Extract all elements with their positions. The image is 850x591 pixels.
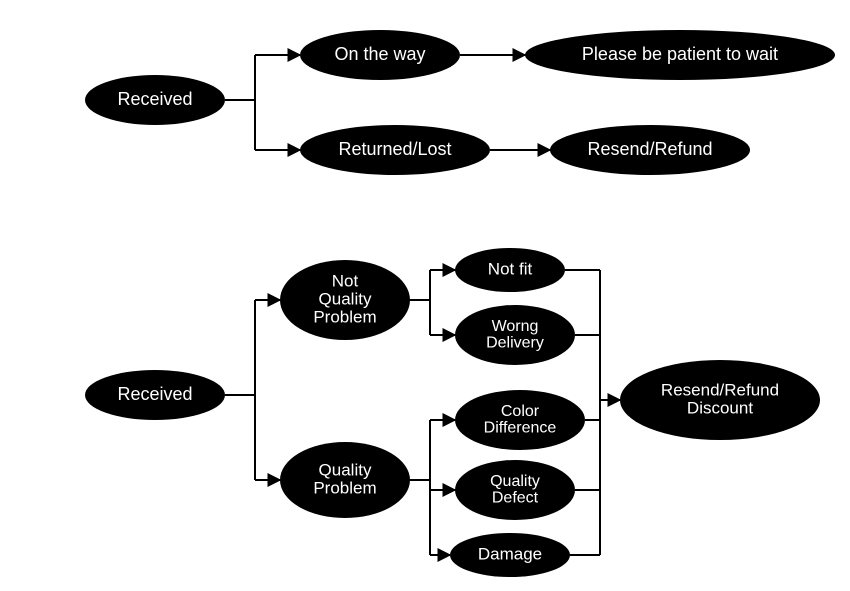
node-not_fit: Not fit <box>455 248 565 292</box>
node-label-color_diff: Color <box>501 403 540 420</box>
nodes-layer: Received On the way Please be patient to w… <box>85 30 835 577</box>
node-label-please_wait: Please be patient to wait <box>582 44 778 64</box>
node-please_wait: Please be patient to wait <box>525 30 835 80</box>
node-label-quality_defect: Quality <box>490 473 540 490</box>
node-label-quality_prob: Problem <box>313 478 376 497</box>
node-color_diff: ColorDifference <box>455 390 585 450</box>
node-label-color_diff: Difference <box>484 420 557 437</box>
node-label-quality_defect: Defect <box>492 490 539 507</box>
node-label-received_bot: Received <box>117 384 192 404</box>
node-label-received_top: Received <box>117 89 192 109</box>
node-on_the_way: On the way <box>300 30 460 80</box>
node-label-on_the_way: On the way <box>334 44 425 64</box>
node-label-quality_prob: Quality <box>319 461 372 480</box>
node-label-returned_lost: Returned/Lost <box>338 139 451 159</box>
node-resend_refund2: Resend/RefundDiscount <box>620 360 820 440</box>
node-wrong_delivery: WorngDelivery <box>455 305 575 365</box>
node-label-wrong_delivery: Worng <box>492 318 539 335</box>
node-quality_defect: QualityDefect <box>455 460 575 520</box>
node-received_top: Received <box>85 75 225 125</box>
node-label-wrong_delivery: Delivery <box>486 335 544 352</box>
node-label-not_fit: Not fit <box>488 259 533 278</box>
node-label-damage: Damage <box>478 544 542 563</box>
node-label-resend_refund2: Discount <box>687 398 753 417</box>
node-received_bot: Received <box>85 370 225 420</box>
node-resend_refund1: Resend/Refund <box>550 125 750 175</box>
node-label-not_quality: Problem <box>313 307 376 326</box>
node-not_quality: NotQualityProblem <box>280 260 410 340</box>
flowchart-canvas: Received On the way Please be patient to w… <box>0 0 850 591</box>
node-label-not_quality: Not <box>332 272 359 291</box>
node-damage: Damage <box>450 533 570 577</box>
node-label-resend_refund2: Resend/Refund <box>661 381 779 400</box>
node-quality_prob: QualityProblem <box>280 442 410 518</box>
node-label-not_quality: Quality <box>319 289 372 308</box>
node-label-resend_refund1: Resend/Refund <box>587 139 712 159</box>
node-returned_lost: Returned/Lost <box>300 125 490 175</box>
